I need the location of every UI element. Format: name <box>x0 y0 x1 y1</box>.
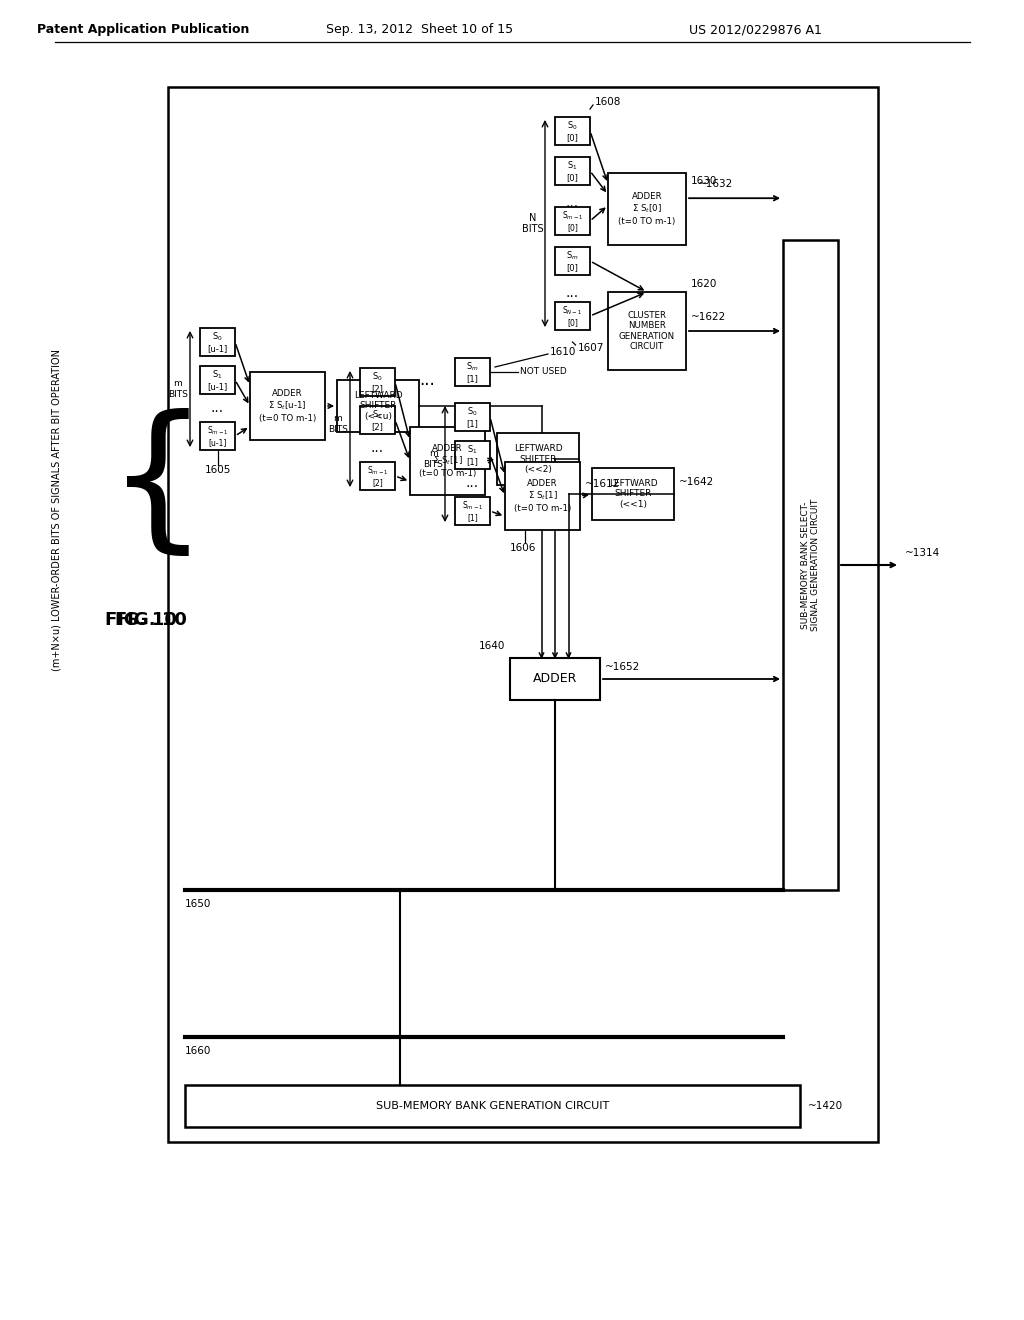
Text: ...: ... <box>371 441 384 455</box>
Bar <box>555 302 590 330</box>
Bar <box>592 469 674 520</box>
Text: SUB-MEMORY BANK SELECT-
SIGNAL GENERATION CIRCUIT: SUB-MEMORY BANK SELECT- SIGNAL GENERATIO… <box>801 499 820 631</box>
Text: 1608: 1608 <box>595 96 622 107</box>
Bar <box>250 372 325 440</box>
Bar <box>555 207 590 235</box>
Text: S$_0$
[0]: S$_0$ [0] <box>566 120 579 143</box>
Text: S$_1$
[1]: S$_1$ [1] <box>467 444 478 466</box>
Text: FIG. 10: FIG. 10 <box>105 611 177 630</box>
Text: 1606: 1606 <box>510 543 537 553</box>
Text: SUB-MEMORY BANK GENERATION CIRCUIT: SUB-MEMORY BANK GENERATION CIRCUIT <box>376 1101 609 1111</box>
Text: S$_0$
[1]: S$_0$ [1] <box>467 405 478 429</box>
Text: ~1622: ~1622 <box>691 312 726 322</box>
Text: S$_1$
[2]: S$_1$ [2] <box>372 409 383 432</box>
Text: 1640: 1640 <box>478 642 505 651</box>
Text: 1605: 1605 <box>205 465 230 475</box>
Bar <box>455 441 490 469</box>
Text: S$_1$
[0]: S$_1$ [0] <box>566 160 579 182</box>
Text: NOT USED: NOT USED <box>520 367 566 376</box>
Text: ~1652: ~1652 <box>605 663 640 672</box>
Text: ~1632: ~1632 <box>698 180 733 189</box>
Bar <box>200 366 234 393</box>
Text: ~1612: ~1612 <box>585 479 621 488</box>
Text: Sep. 13, 2012  Sheet 10 of 15: Sep. 13, 2012 Sheet 10 of 15 <box>327 24 514 37</box>
Bar <box>185 1085 800 1127</box>
Text: 1630: 1630 <box>691 176 718 186</box>
Text: S$_{m-1}$
[2]: S$_{m-1}$ [2] <box>367 465 388 487</box>
Text: LEFTWARD
SHIFTER
(<<1): LEFTWARD SHIFTER (<<1) <box>608 479 657 510</box>
Text: S$_{m-1}$
[u-1]: S$_{m-1}$ [u-1] <box>207 425 228 447</box>
Text: ADDER
Σ S$_t$[1]
(t=0 TO m-1): ADDER Σ S$_t$[1] (t=0 TO m-1) <box>514 479 571 513</box>
Text: Patent Application Publication: Patent Application Publication <box>37 24 249 37</box>
Bar <box>608 173 686 246</box>
Text: m
BITS: m BITS <box>423 449 443 469</box>
Bar <box>555 247 590 275</box>
Text: CLUSTER
NUMBER
GENERATION
CIRCUIT: CLUSTER NUMBER GENERATION CIRCUIT <box>618 312 675 351</box>
Text: S$_{m-1}$
[1]: S$_{m-1}$ [1] <box>462 499 483 523</box>
Text: {: { <box>108 408 209 562</box>
Bar <box>360 368 395 396</box>
Bar <box>608 292 686 370</box>
Text: ADDER
Σ S$_t$[1]
(t=0 TO m-1): ADDER Σ S$_t$[1] (t=0 TO m-1) <box>419 444 476 478</box>
Text: ADDER
Σ S$_t$[0]
(t=0 TO m-1): ADDER Σ S$_t$[0] (t=0 TO m-1) <box>618 193 676 226</box>
Bar <box>455 403 490 432</box>
Text: US 2012/0229876 A1: US 2012/0229876 A1 <box>688 24 821 37</box>
Text: (m+N×u) LOWER-ORDER BITS OF SIGNALS AFTER BIT OPERATION: (m+N×u) LOWER-ORDER BITS OF SIGNALS AFTE… <box>52 348 62 671</box>
Text: S$_m$
[0]: S$_m$ [0] <box>566 249 579 272</box>
Text: ~1420: ~1420 <box>808 1101 843 1111</box>
Text: S$_0$
[u-1]: S$_0$ [u-1] <box>208 330 227 354</box>
Text: LEFTWARD
SHIFTER
(<<u): LEFTWARD SHIFTER (<<u) <box>353 391 402 421</box>
Bar <box>168 87 878 1142</box>
Bar <box>410 426 485 495</box>
Text: LEFTWARD
SHIFTER
(<<2): LEFTWARD SHIFTER (<<2) <box>514 444 562 474</box>
Bar <box>555 157 590 185</box>
Text: ...: ... <box>566 195 579 210</box>
Text: ...: ... <box>466 477 479 490</box>
Text: 1610: 1610 <box>550 347 577 356</box>
Text: ~1642: ~1642 <box>679 477 715 487</box>
Bar <box>783 240 838 890</box>
Text: S$_{m-1}$
[0]: S$_{m-1}$ [0] <box>562 210 584 232</box>
Text: N
BITS: N BITS <box>522 213 544 235</box>
Text: ...: ... <box>419 371 435 389</box>
Bar <box>497 433 579 484</box>
Text: S$_1$
[u-1]: S$_1$ [u-1] <box>208 368 227 392</box>
Text: FIG. 10: FIG. 10 <box>115 611 186 630</box>
Text: ADDER
Σ S$_t$[u-1]
(t=0 TO m-1): ADDER Σ S$_t$[u-1] (t=0 TO m-1) <box>259 389 316 422</box>
Text: ...: ... <box>211 401 224 414</box>
Bar <box>337 380 419 432</box>
Text: S$_{N-1}$
[0]: S$_{N-1}$ [0] <box>562 305 583 327</box>
Text: 1620: 1620 <box>691 279 718 289</box>
Text: 1650: 1650 <box>185 899 211 909</box>
Text: ~1314: ~1314 <box>905 548 940 558</box>
Text: ADDER: ADDER <box>532 672 578 685</box>
Bar <box>505 462 580 531</box>
Text: S$_m$
[1]: S$_m$ [1] <box>466 360 479 383</box>
Bar <box>510 657 600 700</box>
Bar <box>555 117 590 145</box>
Bar <box>200 422 234 450</box>
Text: 1660: 1660 <box>185 1045 211 1056</box>
Bar <box>455 498 490 525</box>
Text: S$_0$
[2]: S$_0$ [2] <box>372 371 383 393</box>
Bar <box>360 462 395 490</box>
Bar <box>455 358 490 385</box>
Text: ...: ... <box>566 286 579 300</box>
Text: m
BITS: m BITS <box>168 379 188 399</box>
Bar <box>200 327 234 356</box>
Bar <box>360 407 395 434</box>
Text: m
BITS: m BITS <box>328 414 348 434</box>
Text: 1607: 1607 <box>578 343 604 352</box>
